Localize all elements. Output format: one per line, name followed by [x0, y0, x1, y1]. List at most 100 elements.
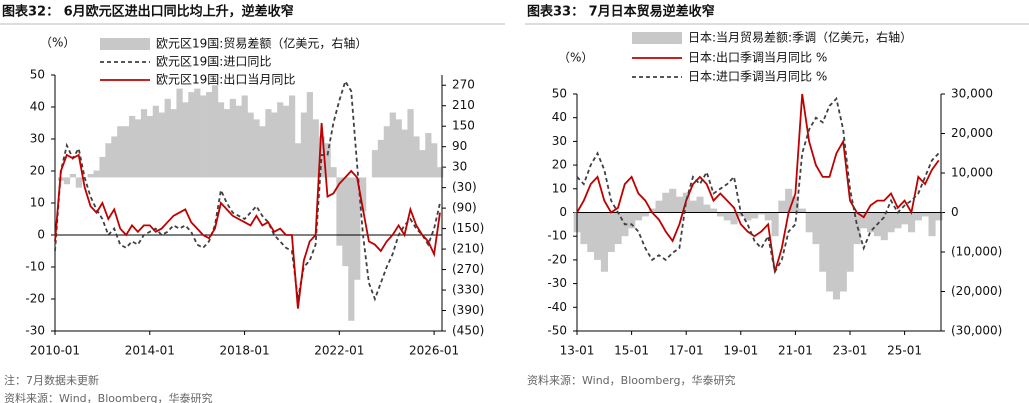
balance-bar — [117, 126, 124, 178]
balance-bar — [176, 88, 183, 178]
balance-bar — [235, 105, 242, 178]
balance-bar — [129, 115, 136, 178]
y-tick-label: -10 — [547, 229, 567, 243]
balance-bar — [170, 109, 177, 178]
balance-bar — [395, 119, 402, 178]
balance-bar — [785, 188, 793, 213]
balance-bar — [123, 126, 130, 178]
balance-bar — [259, 126, 266, 178]
balance-bar — [318, 136, 325, 178]
balance-bar — [751, 212, 759, 219]
x-tick-label: 2022-01 — [314, 344, 364, 358]
y2-tick-label: (30) — [452, 180, 477, 194]
y2-tick-label: 30 — [452, 160, 467, 174]
balance-bar — [614, 212, 622, 245]
x-tick-label: 17-01 — [669, 344, 704, 358]
balance-bar — [253, 119, 260, 178]
series-line — [54, 79, 441, 302]
balance-bar — [791, 196, 800, 213]
balance-bar — [111, 136, 118, 178]
y-axis-label: （%） — [558, 51, 593, 65]
balance-bar — [798, 208, 806, 213]
balance-bar — [283, 105, 290, 178]
balance-bar — [371, 150, 379, 178]
balance-bar — [87, 173, 94, 178]
balance-bar — [669, 188, 677, 213]
balance-bar — [662, 192, 670, 213]
balance-bar — [860, 212, 868, 229]
y2-tick-label: 270 — [452, 78, 475, 92]
x-tick-label: 23-01 — [833, 344, 868, 358]
x-tick-label: 25-01 — [887, 344, 922, 358]
balance-bar — [389, 112, 396, 178]
balance-bar — [277, 102, 284, 178]
balance-bar — [703, 204, 711, 213]
legend-label: 日本:当月贸易差额:季调（亿美元，右轴） — [688, 30, 912, 45]
y2-tick-label: (390) — [452, 303, 484, 317]
balance-bar — [360, 177, 367, 212]
balance-bar — [294, 143, 302, 178]
balance-bar — [217, 102, 225, 178]
balance-bar — [247, 112, 254, 178]
balance-bar — [401, 129, 408, 178]
balance-bar — [594, 212, 602, 260]
y-tick-label: 40 — [30, 100, 45, 114]
balance-bar — [194, 88, 201, 178]
chart-title: 图表32： 6月欧元区进出口同比均上升，逆差收窄 — [2, 4, 294, 20]
legend-label: 欧元区19国:贸易差额（亿美元，右轴） — [156, 36, 367, 51]
balance-bar — [93, 170, 100, 178]
y-tick-label: -50 — [547, 324, 567, 338]
balance-bar — [407, 109, 414, 178]
balance-bar — [921, 212, 929, 217]
balance-bar — [300, 112, 308, 178]
balance-bar — [648, 208, 656, 213]
balance-bar — [901, 212, 909, 225]
y2-tick-label: (10,000) — [951, 245, 1002, 259]
x-tick-label: 2014-01 — [125, 344, 175, 358]
y2-tick-label: (20,000) — [951, 284, 1002, 298]
balance-bar — [200, 95, 207, 178]
y2-tick-label: 10,000 — [951, 166, 993, 180]
source: 资料来源：Wind，Bloomberg，华泰研究 — [4, 391, 212, 403]
x-tick-label: 2010-01 — [30, 344, 80, 358]
balance-bar — [607, 212, 615, 252]
y2-tick-label: 150 — [452, 119, 475, 133]
balance-bar — [419, 150, 426, 178]
balance-bar — [839, 212, 847, 292]
chart-title: 图表33： 7月日本贸易逆差收窄 — [527, 4, 715, 20]
y-tick-label: 30 — [552, 134, 567, 148]
y-tick-label: 40 — [552, 110, 567, 124]
y-tick-label: 50 — [30, 68, 45, 82]
y-tick-label: 20 — [552, 158, 567, 172]
y-tick-label: -30 — [25, 324, 45, 338]
balance-bar — [330, 167, 337, 178]
balance-bar — [164, 98, 171, 178]
balance-bar — [134, 119, 142, 178]
y-tick-label: -20 — [25, 292, 45, 306]
balance-bar — [182, 102, 189, 178]
legend-swatch — [632, 32, 682, 44]
y2-tick-label: 0 — [951, 205, 959, 219]
balance-bar — [75, 177, 82, 188]
legend-label: 欧元区19国:出口当月同比 — [156, 73, 295, 87]
balance-bar — [771, 212, 779, 237]
y-tick-label: 0 — [559, 205, 567, 219]
balance-bar — [867, 212, 875, 233]
balance-bar — [696, 196, 704, 213]
y-tick-label: -30 — [547, 276, 567, 290]
balance-bar — [377, 139, 385, 178]
y-tick-label: -20 — [547, 252, 567, 266]
series-line — [576, 96, 940, 275]
balance-bar — [158, 112, 165, 178]
balance-bar — [894, 212, 902, 229]
balance-bar — [223, 109, 231, 178]
x-tick-label: 2026-01 — [409, 344, 459, 358]
balance-bar — [744, 212, 752, 221]
balance-bar — [716, 212, 725, 217]
balance-bar — [641, 212, 649, 217]
balance-bar — [63, 177, 71, 185]
balance-bar — [306, 92, 313, 178]
y2-tick-label: 210 — [452, 98, 475, 112]
balance-bar — [324, 143, 331, 178]
